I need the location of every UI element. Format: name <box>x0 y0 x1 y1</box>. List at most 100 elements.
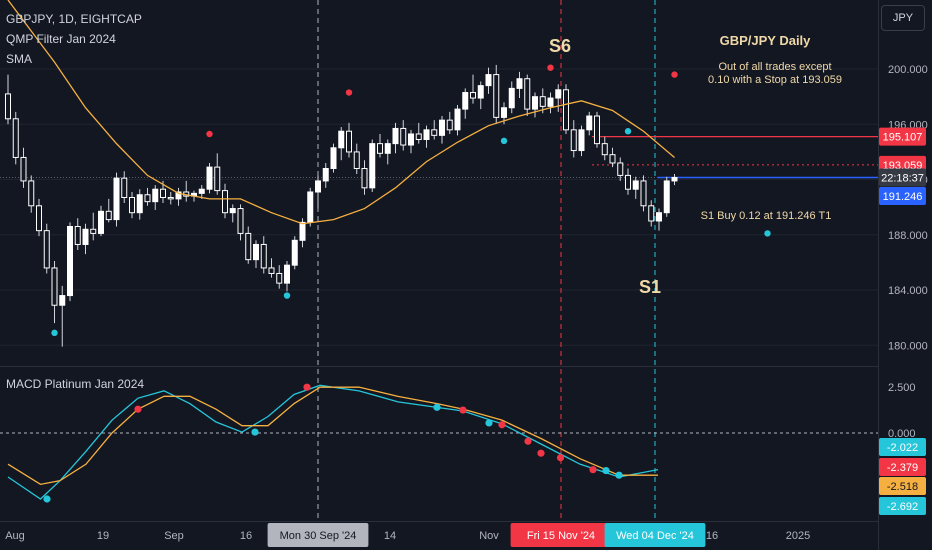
candle-body <box>547 97 554 107</box>
sma-line-label[interactable]: SMA <box>6 52 33 66</box>
candle-body <box>245 232 252 261</box>
candle-body <box>501 107 507 118</box>
candle-body <box>74 226 81 245</box>
candle-body <box>408 133 414 146</box>
macd-signal-line <box>7 386 658 486</box>
candle-body <box>392 127 399 145</box>
candle-body <box>121 177 128 199</box>
symbol-line[interactable]: GBPJPY, 1D, EIGHTCAP <box>6 12 142 26</box>
macd-dot <box>251 428 259 436</box>
candle-body <box>384 143 391 154</box>
candle-body <box>555 89 562 99</box>
macd-title[interactable]: MACD Platinum Jan 2024 <box>6 377 144 391</box>
macd-tag <box>879 438 926 456</box>
macd-tag <box>879 458 926 476</box>
candle-body <box>648 205 655 222</box>
candle-body <box>82 228 89 245</box>
time-tick-label: 19 <box>97 530 109 542</box>
candle-body <box>175 191 182 200</box>
price-tag-label: 195.107 <box>883 132 923 144</box>
price-tag-label: 22:18:37 <box>881 172 924 184</box>
candle-body <box>260 243 267 269</box>
price-axis[interactable]: 200.000196.000192.000188.000184.000180.0… <box>879 64 928 515</box>
candle-body <box>361 167 368 189</box>
macd-tick-label: 0.000 <box>888 428 916 440</box>
signal-dot <box>764 230 771 237</box>
time-tag <box>604 523 706 547</box>
macd-tag <box>879 497 926 515</box>
candle-body <box>20 156 27 182</box>
macd-tag-label: -2.379 <box>887 462 918 474</box>
s1-label: S1 <box>639 277 661 297</box>
candle-body <box>276 272 283 284</box>
candle-body <box>570 129 577 152</box>
indicator-line[interactable]: QMP Filter Jan 2024 <box>6 32 116 46</box>
candle-body <box>206 166 213 190</box>
sma-line <box>7 0 675 225</box>
macd-tick-label: 2.500 <box>888 382 916 394</box>
candle-body <box>446 119 453 131</box>
signal-dot <box>671 71 678 78</box>
time-tag-label: Wed 04 Dec '24 <box>616 530 694 542</box>
candle-body <box>113 177 120 221</box>
signal-dot <box>547 64 554 71</box>
price-tag <box>879 127 926 146</box>
macd-dot <box>589 466 597 474</box>
candle-body <box>346 130 352 153</box>
time-axis[interactable]: Aug 19 Sep 16 Mon 30 Sep '24 14 Nov Fri 15 Nov … <box>5 523 810 547</box>
macd-dot <box>303 383 311 391</box>
candle-body <box>67 226 73 297</box>
candle-body <box>338 130 345 149</box>
time-tag <box>510 523 612 547</box>
candle-body <box>586 115 593 131</box>
candle-body <box>43 230 50 269</box>
macd-dot <box>43 495 51 503</box>
macd-dot <box>556 454 565 462</box>
candles[interactable] <box>5 64 678 347</box>
time-tag <box>267 523 369 547</box>
candle-body <box>307 191 314 223</box>
time-tag-label: Fri 15 Nov '24 <box>527 530 595 542</box>
candle-body <box>640 180 647 207</box>
macd-tag-label: -2.022 <box>887 442 918 454</box>
candle-body <box>601 143 608 156</box>
candle-body <box>322 167 329 182</box>
candle-body <box>508 87 515 109</box>
price-levels <box>0 136 878 179</box>
candle-body <box>539 96 546 107</box>
price-tag <box>879 186 926 205</box>
signal-dot <box>624 128 632 135</box>
signal-dots <box>51 64 771 337</box>
candle-body <box>152 188 159 203</box>
candle-body <box>594 115 600 145</box>
macd-dot <box>459 406 467 414</box>
candle-body <box>439 119 445 136</box>
currency-button[interactable]: JPY <box>881 5 925 31</box>
candle-body <box>369 143 376 189</box>
candle-body <box>625 174 631 190</box>
candle-body <box>671 176 678 182</box>
candle-body <box>291 239 298 266</box>
price-tick-label: 180.000 <box>888 340 928 352</box>
macd-line <box>7 384 659 500</box>
price-tag-label: 191.246 <box>883 191 923 203</box>
price-tick-label: 188.000 <box>888 230 928 242</box>
time-tag-label: Mon 30 Sep '24 <box>280 530 357 542</box>
time-tick-label: Aug <box>5 530 25 542</box>
candle-body <box>493 74 500 118</box>
candle-body <box>477 85 484 99</box>
candle-body <box>105 210 112 221</box>
time-tick-label: 16 <box>706 530 718 542</box>
s6-label: S6 <box>549 36 571 56</box>
candle-body <box>663 180 670 214</box>
macd-tag-label: -2.518 <box>887 481 918 493</box>
macd-dot <box>537 449 545 457</box>
candle-body <box>136 194 143 214</box>
macd-dot <box>615 471 623 479</box>
candle-body <box>470 92 476 99</box>
time-tick-label: Nov <box>479 530 499 542</box>
candle-body <box>214 166 221 192</box>
candle-body <box>656 212 662 222</box>
